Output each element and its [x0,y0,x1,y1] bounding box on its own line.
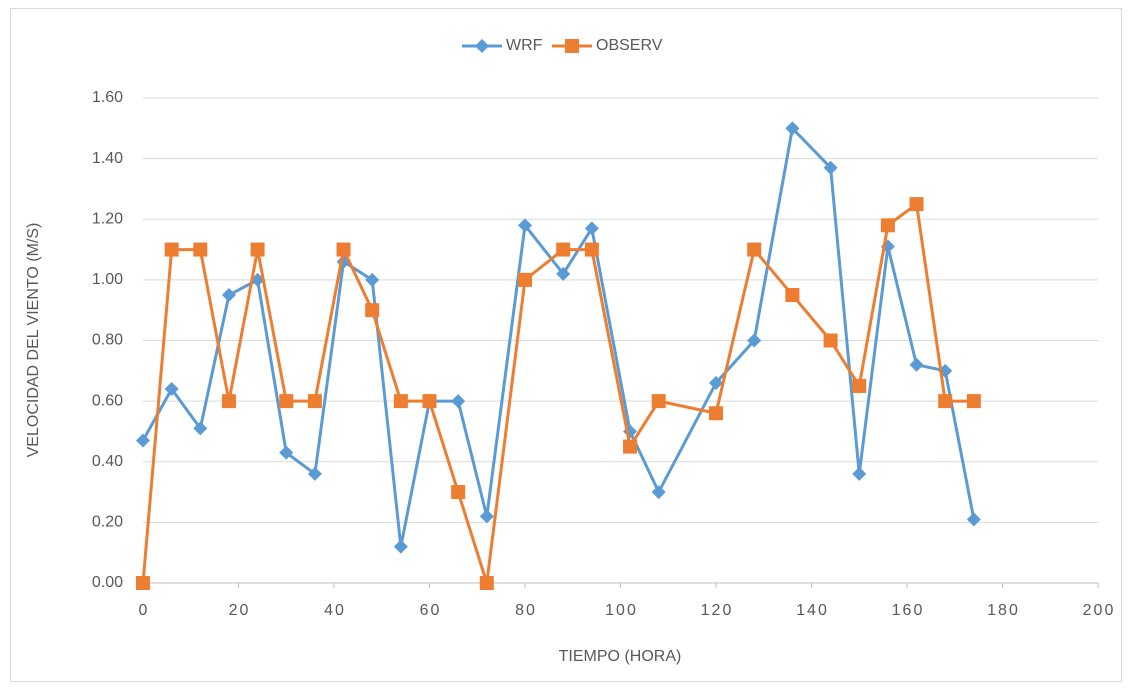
x-tick-label: 0 [139,602,150,619]
point [651,485,666,500]
point [393,394,408,409]
x-tick-label: 80 [515,602,537,619]
x-tick-label: 40 [324,602,346,619]
point [518,218,532,233]
point [785,288,800,303]
legend-label: WRF [506,37,543,54]
point [250,272,265,287]
point [584,242,599,257]
point [451,485,466,500]
point [451,394,466,409]
point [966,512,981,527]
point [785,121,800,136]
point [823,333,838,348]
y-axis-label: VELOCIDAD DEL VIENTO (M/S) [25,223,42,458]
point [623,439,638,454]
point [221,394,236,409]
legend-marker [475,39,489,53]
point [852,466,867,481]
x-tick-label: 60 [420,602,442,619]
point [365,303,380,318]
point [164,382,179,396]
point [966,394,981,409]
x-tick-label: 120 [701,602,734,619]
point [852,378,867,393]
x-tick-label: 20 [229,602,251,619]
point [193,421,208,436]
point [279,445,294,460]
point [479,576,494,590]
point [556,266,571,281]
point [307,466,322,481]
y-tick-label: 0.00 [92,574,123,591]
point [747,333,762,348]
x-tick-label: 200 [1083,602,1116,619]
x-tick-label: 100 [605,602,638,619]
x-tick-label: 180 [987,602,1020,619]
point [938,394,953,409]
point [307,394,322,409]
x-tick-label: 160 [892,602,925,619]
legend-label: OBSERV [596,37,663,54]
point [479,509,494,524]
point [193,242,208,257]
point [823,160,838,175]
point [136,433,150,448]
point [164,242,179,257]
point [880,218,895,233]
point [336,242,351,257]
point [709,375,723,390]
y-tick-label: 1.60 [92,89,123,106]
point [709,406,723,421]
legend-marker [565,39,579,53]
y-tick-label: 0.20 [92,514,123,531]
y-tick-label: 0.60 [92,392,123,409]
point [909,357,924,372]
chart-border [10,8,1122,682]
point [556,242,571,257]
x-tick-label: 140 [796,602,829,619]
y-tick-label: 1.00 [92,271,123,288]
y-tick-label: 1.20 [92,210,123,227]
point [365,272,380,287]
point [747,242,762,257]
point [250,242,265,257]
y-tick-label: 1.40 [92,150,123,167]
point [584,221,599,236]
point [279,394,294,409]
x-axis-label: TIEMPO (HORA) [559,648,682,665]
point [393,539,408,554]
point [651,394,666,409]
y-tick-label: 0.40 [92,453,123,470]
point [422,394,437,409]
point [909,197,924,212]
point [518,272,532,287]
y-tick-label: 0.80 [92,332,123,349]
point [136,576,150,590]
point [221,288,236,303]
